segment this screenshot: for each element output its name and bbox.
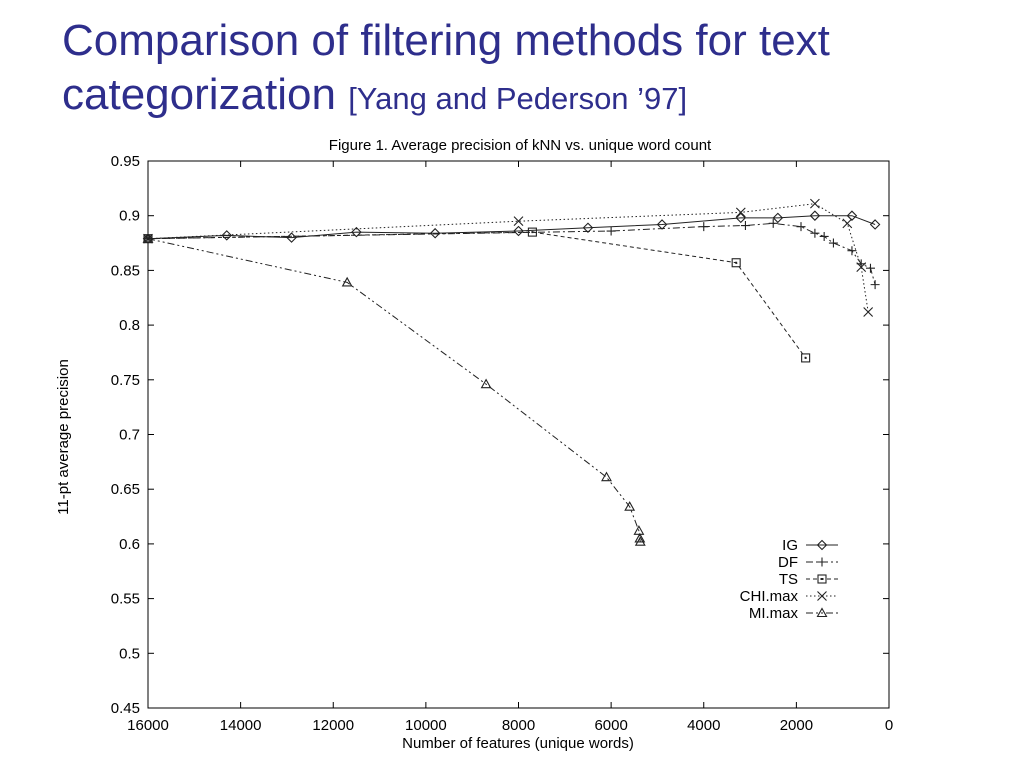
legend-label-ig: IG — [782, 537, 798, 554]
x-tick-label: 14000 — [220, 717, 262, 734]
legend-marker-chi-max — [817, 591, 827, 601]
y-tick-label: 0.85 — [111, 262, 140, 279]
data-point-ig — [221, 230, 233, 241]
data-point-df — [768, 218, 778, 228]
series-line-df — [147, 222, 876, 285]
y-axis: 0.95 0.9 0.85 0.8 0.75 0.7 0.65 0.6 0.55 0.5 0.45 — [111, 153, 889, 717]
series-chi-max — [143, 198, 874, 317]
data-point-ig — [351, 226, 362, 238]
series-layer — [142, 198, 881, 546]
data-point-chi-max — [842, 218, 853, 229]
x-tick-label: 12000 — [312, 717, 354, 734]
data-point-df — [740, 221, 750, 231]
data-point-chi-max — [863, 307, 874, 317]
legend-label-chi-max: CHI.max — [740, 588, 799, 605]
x-tick-label: 16000 — [127, 717, 169, 734]
data-point-df — [847, 246, 857, 256]
y-tick-label: 0.7 — [119, 427, 140, 444]
series-mi-max — [142, 233, 646, 546]
series-ig — [142, 210, 881, 244]
data-point-df — [810, 228, 820, 238]
x-tick-label: 6000 — [594, 717, 627, 734]
y-tick-label: 0.8 — [119, 317, 140, 334]
x-axis: 16000 14000 12000 10000 8000 6000 4000 2000 0 — [127, 161, 893, 734]
data-point-ts-dot — [735, 261, 738, 264]
data-point-ig — [582, 222, 594, 234]
y-tick-label: 0.45 — [111, 700, 140, 717]
data-point-mi-max — [601, 471, 612, 482]
title-line-1: Comparison of filtering methods for text — [62, 16, 830, 65]
data-point-chi-max — [810, 198, 820, 209]
legend-marker-ig — [816, 539, 828, 551]
data-point-chi-max — [735, 207, 746, 218]
y-tick-label: 0.55 — [111, 591, 140, 608]
x-tick-label: 0 — [885, 717, 893, 734]
y-axis-label: 11-pt average precision — [55, 359, 72, 515]
data-point-mi-max — [634, 536, 646, 546]
plot-frame — [147, 160, 890, 709]
chart-title: Figure 1. Average precision of kNN vs. u… — [329, 137, 712, 154]
data-point-ts-dot — [531, 231, 534, 234]
data-point-ig — [513, 225, 524, 237]
y-tick-label: 0.5 — [119, 645, 140, 662]
y-tick-label: 0.75 — [111, 372, 140, 389]
y-tick-label: 0.9 — [119, 208, 140, 225]
data-point-mi-max — [624, 501, 636, 511]
data-point-mi-max — [480, 378, 492, 389]
data-point-ig — [846, 210, 858, 221]
data-point-df — [828, 238, 838, 248]
citation: [Yang and Pederson ’97] — [348, 81, 688, 116]
x-axis-label: Number of features (unique words) — [402, 735, 634, 752]
data-point-ts — [801, 353, 811, 363]
series-line-ig — [147, 215, 876, 240]
y-tick-label: 0.65 — [111, 481, 140, 498]
title-line-2: categorization — [62, 70, 336, 119]
slide-title: Comparison of filtering methods for text… — [62, 14, 962, 126]
y-tick-label: 0.6 — [119, 536, 140, 553]
data-point-ig — [809, 210, 821, 221]
series-df — [143, 218, 880, 290]
data-point-df — [606, 226, 616, 236]
series-line-mi-max — [147, 238, 641, 542]
data-point-ts-dot — [804, 356, 807, 359]
data-point-mi-max — [142, 233, 154, 243]
legend-marker-df — [817, 557, 827, 567]
y-tick-label: 0.95 — [111, 153, 140, 170]
data-point-df — [865, 263, 875, 273]
data-point-df — [819, 231, 829, 241]
data-point-df — [796, 222, 806, 232]
legend-label-mi-max: MI.max — [749, 605, 799, 622]
data-point-chi-max — [856, 262, 867, 273]
series-ts — [143, 227, 811, 363]
legend-label-ts: TS — [779, 571, 798, 588]
data-point-mi-max — [341, 276, 353, 287]
data-point-df — [699, 222, 709, 232]
data-point-ts — [731, 258, 741, 268]
data-point-ts — [527, 227, 537, 237]
data-point-ig — [772, 212, 784, 224]
series-line-ts — [147, 231, 807, 359]
legend-marker-ts-dot — [821, 578, 823, 580]
data-point-ig — [735, 212, 747, 224]
legend-label-df: DF — [778, 554, 798, 571]
data-point-mi-max — [634, 532, 646, 543]
x-tick-label: 4000 — [687, 717, 720, 734]
x-tick-label: 2000 — [780, 717, 813, 734]
legend-marker-mi-max — [816, 607, 828, 618]
data-point-df — [870, 280, 880, 290]
data-point-chi-max — [513, 216, 524, 227]
data-point-ig — [429, 227, 441, 239]
x-tick-label: 8000 — [502, 717, 535, 734]
data-point-ig — [869, 219, 881, 230]
data-point-mi-max — [633, 525, 645, 535]
x-tick-label: 10000 — [405, 717, 447, 734]
legend-marker-ts — [817, 574, 827, 584]
